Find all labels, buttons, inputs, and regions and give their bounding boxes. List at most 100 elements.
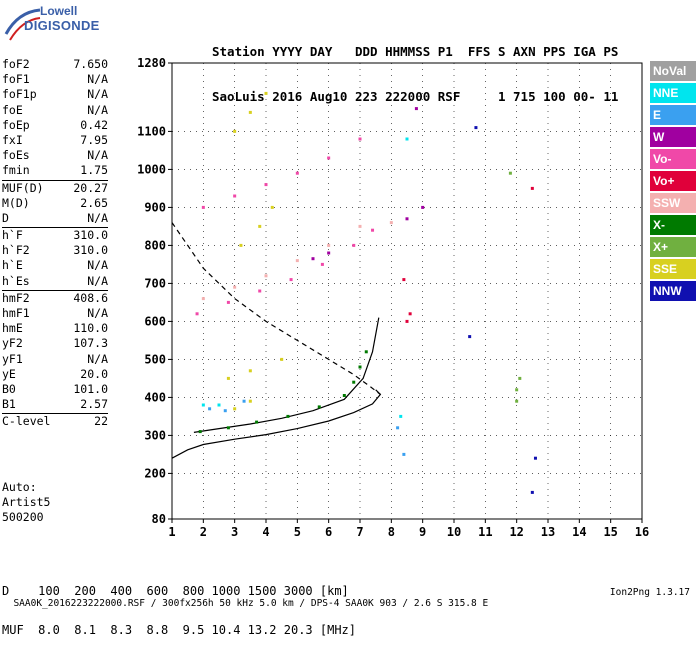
- y-tick-label: 600: [144, 314, 166, 328]
- param-name: h`F: [2, 228, 23, 243]
- echo-point: [533, 456, 537, 460]
- param-name: yF2: [2, 336, 23, 351]
- ionogram-chart: 1 2 3 4 5 6 7 8 9 10 11 12 13 14 15 1680200300400500600…: [137, 56, 649, 539]
- param-value: 7.650: [73, 57, 108, 71]
- param-row: h`Es N/A: [2, 274, 108, 289]
- param-name: M(D): [2, 195, 30, 210]
- echo-point: [508, 171, 512, 175]
- echo-point: [198, 430, 202, 434]
- echo-point: [248, 110, 252, 114]
- param-value: 7.95: [80, 132, 108, 147]
- echo-point: [530, 186, 534, 190]
- param-row: fxI 7.95: [2, 133, 108, 148]
- x-tick-label: 1: [168, 525, 175, 539]
- echo-point: [217, 403, 221, 407]
- plot-frame: [171, 62, 643, 520]
- echo-point: [405, 319, 409, 323]
- muf-distance-row: D 100 200 400 600 800 1000 1500 3000 [km…: [2, 584, 349, 598]
- y-tick-label: 500: [144, 352, 166, 366]
- param-name: D: [2, 210, 9, 225]
- param-value: N/A: [87, 72, 108, 87]
- echo-point: [295, 259, 299, 263]
- y-tick-label: 1280: [137, 56, 166, 70]
- param-value: N/A: [87, 102, 108, 117]
- echo-point: [320, 262, 324, 266]
- param-row: hmE 110.0: [2, 321, 108, 336]
- trace-line: [193, 317, 380, 433]
- echo-point: [289, 278, 293, 282]
- echo-point: [515, 388, 519, 392]
- x-tick-label: 6: [325, 525, 332, 539]
- param-name: yF1: [2, 351, 23, 366]
- echo-point: [408, 312, 412, 316]
- polarization-legend: NoVal NNE E W Vo- Vo+ SSW X- X+ SSE NNW: [650, 61, 696, 303]
- param-divider: [2, 413, 108, 415]
- echo-point: [358, 224, 362, 228]
- echo-point: [264, 91, 268, 95]
- auto-line3: 500200: [2, 510, 44, 524]
- echo-point: [286, 414, 290, 418]
- echo-point: [223, 409, 227, 413]
- echo-point: [396, 426, 400, 430]
- param-name: fmin: [2, 163, 30, 178]
- param-value: N/A: [87, 258, 108, 273]
- echo-point: [468, 335, 472, 339]
- param-name: foEs: [2, 148, 30, 163]
- param-value: 2.65: [80, 195, 108, 210]
- param-name: B1: [2, 397, 16, 412]
- param-row: h`F2 310.0: [2, 243, 108, 258]
- param-name: foF1p: [2, 87, 37, 102]
- param-name: B0: [2, 381, 16, 396]
- param-name: C-level: [2, 414, 51, 429]
- param-row: B1 2.57: [2, 397, 108, 412]
- echo-point: [327, 243, 331, 247]
- x-tick-label: 7: [356, 525, 363, 539]
- param-name: hmF1: [2, 306, 30, 320]
- param-name: fxI: [2, 132, 23, 147]
- legend-item: X+: [650, 237, 696, 257]
- param-value: N/A: [87, 210, 108, 225]
- legend-item: SSW: [650, 193, 696, 213]
- param-row: C-level 22: [2, 414, 108, 429]
- legend-item: W: [650, 127, 696, 147]
- logo-line1: Lowell: [40, 4, 78, 18]
- param-name: yE: [2, 366, 16, 381]
- param-value: N/A: [87, 306, 108, 320]
- echo-point: [352, 243, 356, 247]
- x-tick-label: 8: [388, 525, 395, 539]
- x-tick-label: 3: [231, 525, 238, 539]
- echo-point: [421, 205, 425, 209]
- echo-point: [518, 376, 522, 380]
- echo-point: [233, 129, 237, 133]
- echo-point: [242, 399, 246, 403]
- echo-point: [264, 274, 268, 278]
- echo-point: [389, 221, 393, 225]
- auto-scaling-info: Auto: Artist5 500200: [2, 480, 50, 525]
- param-value: N/A: [87, 148, 108, 163]
- y-tick-label: 200: [144, 466, 166, 480]
- echo-point: [342, 394, 346, 397]
- x-tick-label: 2: [200, 525, 207, 539]
- param-value: N/A: [87, 273, 108, 288]
- echo-point: [226, 376, 230, 380]
- logo-line2: DIGISONDE: [24, 18, 100, 33]
- y-tick-label: 1000: [137, 162, 166, 176]
- echo-point: [295, 171, 299, 175]
- echo-point: [414, 107, 418, 111]
- echo-point: [226, 426, 230, 430]
- scaled-parameters-panel: foF2 7.650 foF1 N/A foF1p N/A foE N/A foEp 0.42 fx…: [2, 57, 108, 430]
- y-tick-label: 400: [144, 390, 166, 404]
- x-tick-label: 11: [478, 525, 492, 539]
- y-tick-label: 800: [144, 238, 166, 252]
- param-value: N/A: [87, 87, 108, 102]
- echo-point: [195, 312, 199, 316]
- param-name: foF1: [2, 72, 30, 87]
- echo-point: [233, 407, 237, 411]
- dashed-profile-line: [171, 222, 381, 395]
- echo-point: [358, 365, 362, 369]
- legend-item: E: [650, 105, 696, 125]
- echo-point: [255, 420, 259, 424]
- param-name: hmE: [2, 321, 23, 336]
- echo-point: [264, 183, 268, 187]
- param-row: foF1 N/A: [2, 72, 108, 87]
